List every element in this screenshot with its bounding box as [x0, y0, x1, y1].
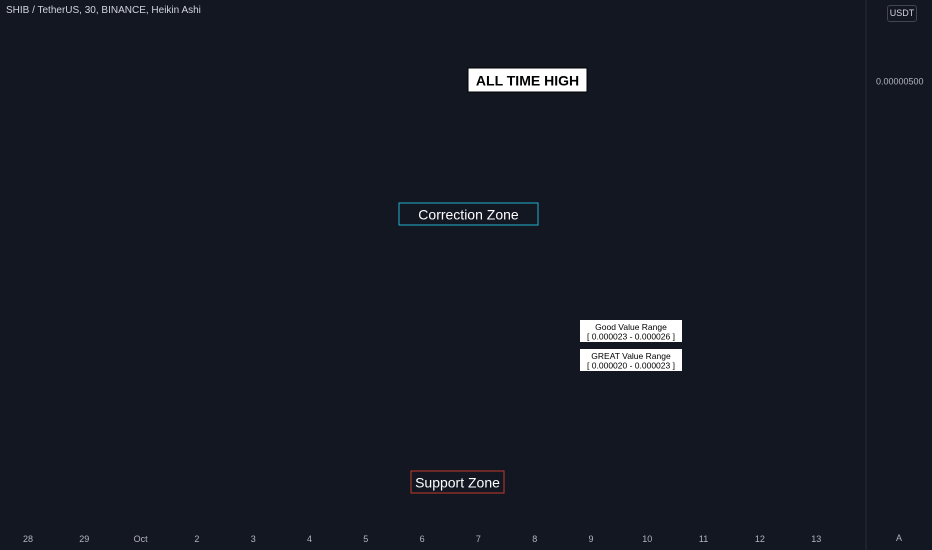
correction-label-text: Correction Zone: [418, 207, 519, 223]
y-tick-label: 0.00000500: [876, 77, 924, 87]
x-tick-label: 2: [194, 534, 199, 544]
chart-header-title[interactable]: SHIB / TetherUS, 30, BINANCE, Heikin Ash…: [6, 5, 201, 16]
x-tick-label: 13: [811, 534, 821, 544]
good-value-title: Good Value Range: [595, 322, 667, 332]
x-tick-label: 7: [476, 534, 481, 544]
price-axis-panel[interactable]: [866, 0, 932, 550]
great-value-title: GREAT Value Range: [591, 351, 671, 361]
x-tick-label: 4: [307, 534, 312, 544]
correction-label-box: [398, 202, 539, 226]
good-value-label-box: [580, 320, 682, 342]
x-tick-label: 28: [23, 534, 33, 544]
x-tick-label: 8: [532, 534, 537, 544]
great-value-range: [ 0.000020 - 0.000023 ]: [587, 361, 675, 371]
support-label-text: Support Zone: [415, 475, 500, 491]
x-tick-label: 12: [755, 534, 765, 544]
support-label-box: [410, 470, 505, 494]
x-tick-label: 5: [363, 534, 368, 544]
x-tick-label: 9: [588, 534, 593, 544]
great-value-label-box: [580, 349, 682, 371]
currency-unit-button[interactable]: USDT: [887, 5, 917, 22]
ath-label-text: ALL TIME HIGH: [476, 73, 579, 89]
x-tick-label: 11: [699, 534, 708, 544]
auto-scale-button[interactable]: A: [896, 533, 903, 543]
x-tick-label: 29: [79, 534, 89, 544]
ath-label-box[interactable]: [467, 67, 588, 93]
x-tick-label: 6: [420, 534, 425, 544]
x-tick-label: 3: [251, 534, 256, 544]
x-tick-label: Oct: [134, 534, 149, 544]
good-value-range: [ 0.000023 - 0.000026 ]: [587, 332, 675, 342]
x-tick-label: 10: [642, 534, 652, 544]
